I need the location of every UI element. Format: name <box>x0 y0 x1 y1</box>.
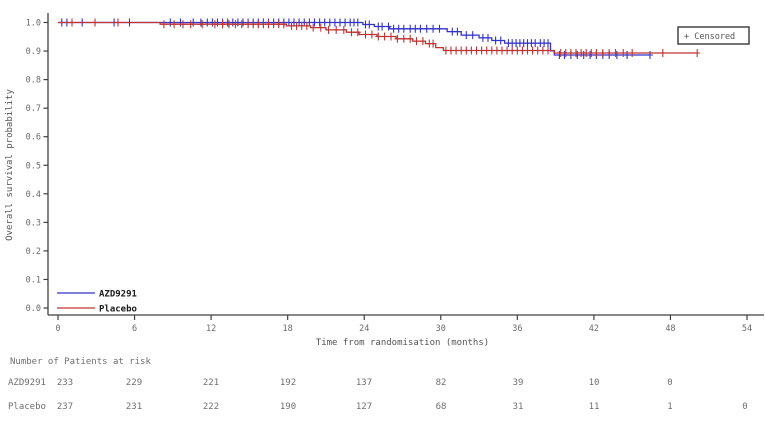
risk-value: 11 <box>588 402 600 412</box>
x-axis-title: Time from randomisation (months) <box>316 338 489 348</box>
risk-value: 231 <box>125 402 143 412</box>
y-axis-title: Overall survival probability <box>5 89 15 241</box>
y-tick-label: 0.3 <box>26 218 41 228</box>
x-tick-label: 6 <box>132 324 137 334</box>
legend-label-placebo: Placebo <box>99 305 137 315</box>
censored-box-label: + Censored <box>684 32 735 42</box>
risk-value: 221 <box>202 378 220 388</box>
x-tick-label: 54 <box>742 324 752 334</box>
risk-value: 127 <box>355 402 373 412</box>
risk-row-label-placebo: Placebo <box>8 402 46 412</box>
y-tick-label: 0.7 <box>26 104 41 114</box>
x-tick-label: 24 <box>359 324 369 334</box>
x-tick-label: 18 <box>283 324 293 334</box>
censored-box <box>677 26 750 45</box>
risk-value: 39 <box>512 378 524 388</box>
risk-value: 82 <box>435 378 447 388</box>
risk-value: 1 <box>667 402 673 412</box>
y-tick-label: 0.0 <box>26 304 41 314</box>
risk-value: 190 <box>279 402 297 412</box>
risk-value: 10 <box>588 378 600 388</box>
y-tick-label: 1.0 <box>26 19 41 29</box>
y-tick-label: 0.2 <box>26 247 41 257</box>
y-tick-label: 0.8 <box>26 76 41 86</box>
risk-value: 233 <box>56 378 74 388</box>
risk-value: 0 <box>742 402 748 412</box>
risk-row-label-azd9291: AZD9291 <box>8 378 46 388</box>
y-tick-label: 0.1 <box>26 275 41 285</box>
x-tick-label: 42 <box>589 324 599 334</box>
legend-label-azd9291: AZD9291 <box>99 290 137 300</box>
x-tick-label: 36 <box>512 324 522 334</box>
y-tick-label: 0.4 <box>26 190 41 200</box>
x-tick-label: 12 <box>206 324 216 334</box>
risk-value: 229 <box>125 378 143 388</box>
x-tick-label: 30 <box>436 324 446 334</box>
risk-table-title: Number of Patients at risk <box>10 357 151 367</box>
y-tick-label: 0.9 <box>26 47 41 57</box>
risk-value: 192 <box>279 378 297 388</box>
risk-value: 68 <box>435 402 447 412</box>
risk-value: 137 <box>355 378 373 388</box>
risk-value: 222 <box>202 402 220 412</box>
km-plot-canvas: 0.0 0.1 0.2 0.3 0.4 0.5 0.6 0.7 0.8 0.9 1.0 0 6 12 18 2… <box>5 13 764 348</box>
risk-value: 0 <box>667 378 673 388</box>
x-tick-label: 48 <box>665 324 675 334</box>
y-tick-label: 0.6 <box>26 133 41 143</box>
x-tick-label: 0 <box>55 324 60 334</box>
censor-marks-placebo <box>69 18 701 57</box>
risk-value: 237 <box>56 402 74 412</box>
risk-value: 31 <box>512 402 524 412</box>
y-tick-label: 0.5 <box>26 161 41 171</box>
patients-at-risk-table: Number of Patients at risk AZD9291 233 229… <box>0 352 765 430</box>
